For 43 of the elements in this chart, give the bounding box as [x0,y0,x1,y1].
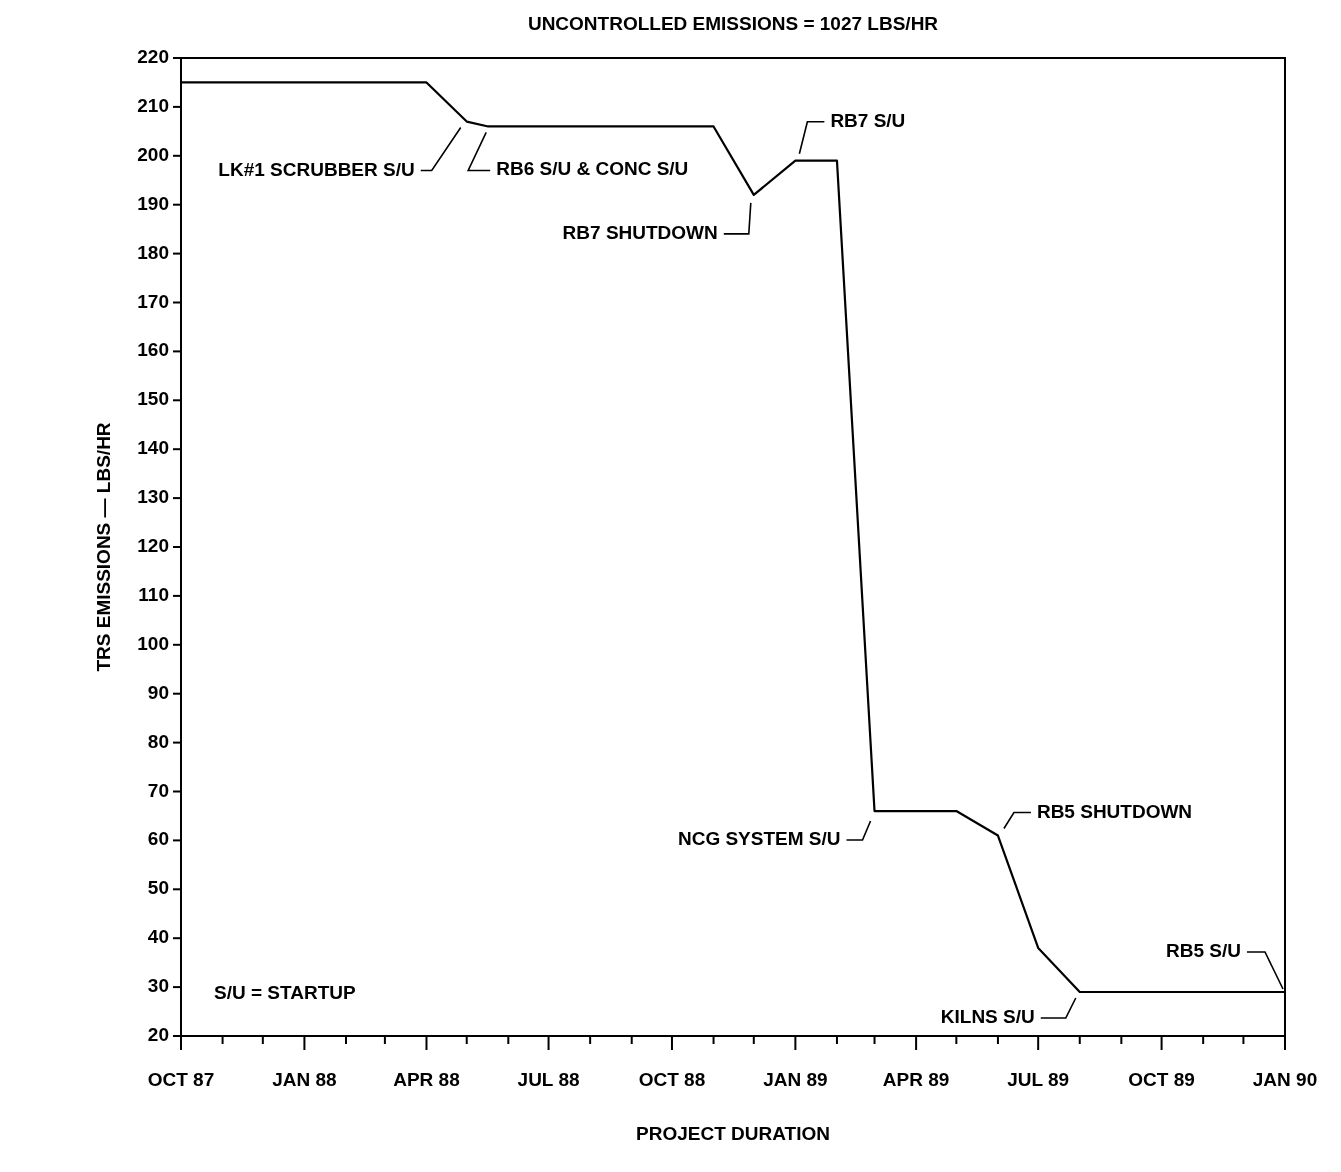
annotation: NCG SYSTEM S/U [677,828,841,850]
x-tick-label: OCT 88 [638,1069,706,1090]
x-tick-label: JAN 88 [272,1069,337,1090]
x-axis-title: PROJECT DURATION [636,1123,830,1144]
x-tick-label: APR 89 [882,1069,950,1090]
y-tick-label: 170 [137,290,169,312]
chart-title: UNCONTROLLED EMISSIONS = 1027 LBS/HR [527,13,939,34]
x-tick-label: OCT 89 [1128,1069,1195,1090]
y-tick-label: 180 [137,241,169,263]
annotation: LK#1 SCRUBBER S/U [218,158,415,180]
y-tick-label: 60 [147,828,169,850]
annotation: RB6 S/U & CONC S/U [496,158,689,180]
y-tick-label: 150 [137,388,169,410]
y-tick-label: 80 [147,730,169,752]
annotation: S/U = STARTUP [214,982,356,1004]
annotation: RB7 SHUTDOWN [562,221,718,243]
x-tick-label: JAN 90 [1252,1069,1318,1090]
y-tick-label: 220 [137,46,169,68]
annotation: RB7 S/U [830,109,906,131]
y-tick-label: 120 [137,535,169,557]
x-tick-label: OCT 87 [147,1069,215,1090]
y-tick-label: 110 [138,583,169,605]
annotation: KILNS S/U [940,1006,1035,1028]
y-tick-label: 70 [147,779,169,801]
y-tick-label: 190 [137,192,169,214]
annotation: RB5 S/U [1166,940,1241,962]
x-tick-label: JUL 89 [1007,1069,1070,1090]
y-tick-label: 30 [147,975,169,997]
x-tick-label: JAN 89 [763,1069,828,1090]
y-tick-label: 140 [137,437,169,459]
y-tick-label: 100 [137,632,169,654]
y-tick-label: 200 [137,143,169,165]
y-tick-label: 160 [137,339,169,361]
x-tick-label: APR 88 [393,1069,460,1090]
y-tick-label: 50 [147,877,169,899]
x-tick-label: JUL 88 [517,1069,580,1090]
y-tick-label: 90 [147,681,169,703]
y-axis-title: TRS EMISSIONS — LBS/HR [93,422,114,672]
y-tick-label: 210 [137,94,169,116]
y-tick-label: 40 [147,926,169,948]
y-tick-label: 130 [137,486,169,508]
annotation: RB5 SHUTDOWN [1036,800,1193,822]
y-tick-label: 20 [147,1024,169,1046]
